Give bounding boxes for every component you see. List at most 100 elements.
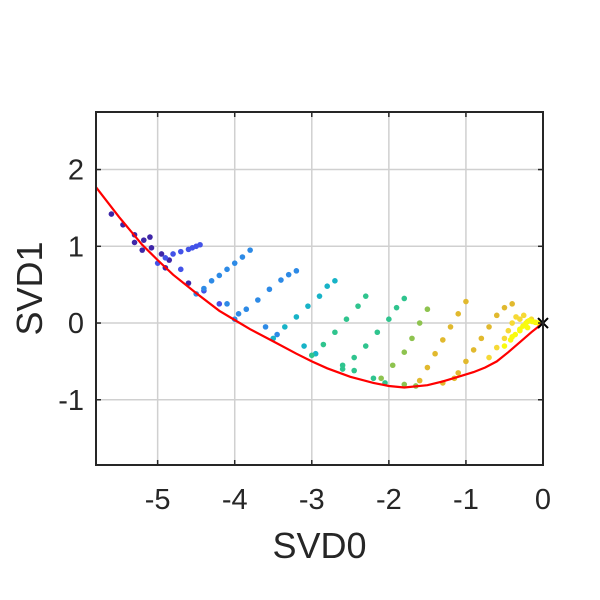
data-point [463,358,469,365]
data-point [343,316,350,322]
data-point [301,343,307,349]
data-point [197,241,203,248]
x-tick-label: -1 [453,484,479,516]
data-point [235,311,242,317]
x-tick-label: 0 [535,484,551,516]
data-point [393,304,400,311]
data-point [282,324,288,330]
data-point [201,285,207,292]
data-point [285,271,292,278]
x-tick-label: -3 [299,484,325,516]
data-point [177,248,184,255]
data-point [162,255,169,261]
data-point [432,350,438,357]
data-point [147,234,153,240]
data-point [455,311,462,317]
y-tick-label: 2 [68,155,84,187]
data-point [148,245,155,251]
data-point [308,352,315,359]
x-axis-label: SVD0 [272,525,366,566]
data-point [505,327,512,334]
tick-labels: -5 -4 -3 -2 -1 0 -1 0 1 2 [58,155,551,516]
data-point [509,301,515,307]
data-point [493,312,500,319]
data-point [493,344,500,351]
y-tick-label: 1 [68,231,84,263]
data-point [339,362,346,369]
data-point [351,367,357,374]
data-point [520,312,527,319]
data-point [139,247,146,253]
data-point [416,320,423,326]
data-point [231,260,238,266]
data-point [424,364,431,371]
data-point [216,301,223,307]
data-point [208,278,215,284]
tick-marks [96,112,544,465]
data-point [355,303,361,309]
data-point [239,254,246,260]
data-point [486,354,492,361]
data-point [447,324,454,330]
data-point [362,343,369,349]
data-point [316,293,323,299]
data-point [320,341,327,348]
data-point [224,301,230,307]
plot-area [96,112,543,465]
data-point [216,272,223,279]
data-point [517,316,523,322]
data-point [389,362,396,369]
x-tick-label: -4 [222,484,248,516]
y-axis-label: SVD1 [9,241,50,335]
data-point [140,237,147,243]
data-point [486,324,492,330]
data-point [470,347,477,353]
data-point [401,295,408,302]
data-point [158,251,165,257]
data-point [293,268,300,274]
data-point [247,247,253,253]
data-point [455,370,462,376]
data-point [170,251,176,257]
data-point [440,337,446,343]
data-point [401,349,408,355]
data-point [463,298,469,305]
data-point [339,366,346,372]
data-point [501,304,508,311]
data-point [509,334,515,340]
x-tick-label: -2 [376,484,402,516]
data-point [324,283,331,289]
data-points [108,211,542,389]
data-point [243,306,250,313]
data-point [370,375,377,382]
data-point [131,239,138,246]
data-point [401,381,408,388]
data-point [266,286,273,293]
fit-curve [95,186,544,389]
data-point [362,293,369,299]
data-point [501,335,508,342]
data-point [224,266,230,273]
x-tick-label: -5 [145,484,171,516]
data-point [424,306,431,313]
data-point [293,314,300,320]
data-point [108,211,115,217]
data-point [416,377,423,384]
data-point [305,303,311,309]
data-point [517,327,523,334]
data-point [524,324,531,331]
data-point [255,297,261,303]
data-point [409,335,415,342]
data-point [278,277,284,283]
data-point [374,329,381,336]
data-point [274,331,280,338]
data-point [478,335,485,342]
data-point [378,375,384,382]
y-tick-label: -1 [58,385,84,417]
data-point [332,329,338,336]
y-tick-label: 0 [68,308,84,340]
data-point [509,320,515,326]
data-point [351,354,357,361]
data-point [386,316,392,322]
data-point [262,324,269,330]
